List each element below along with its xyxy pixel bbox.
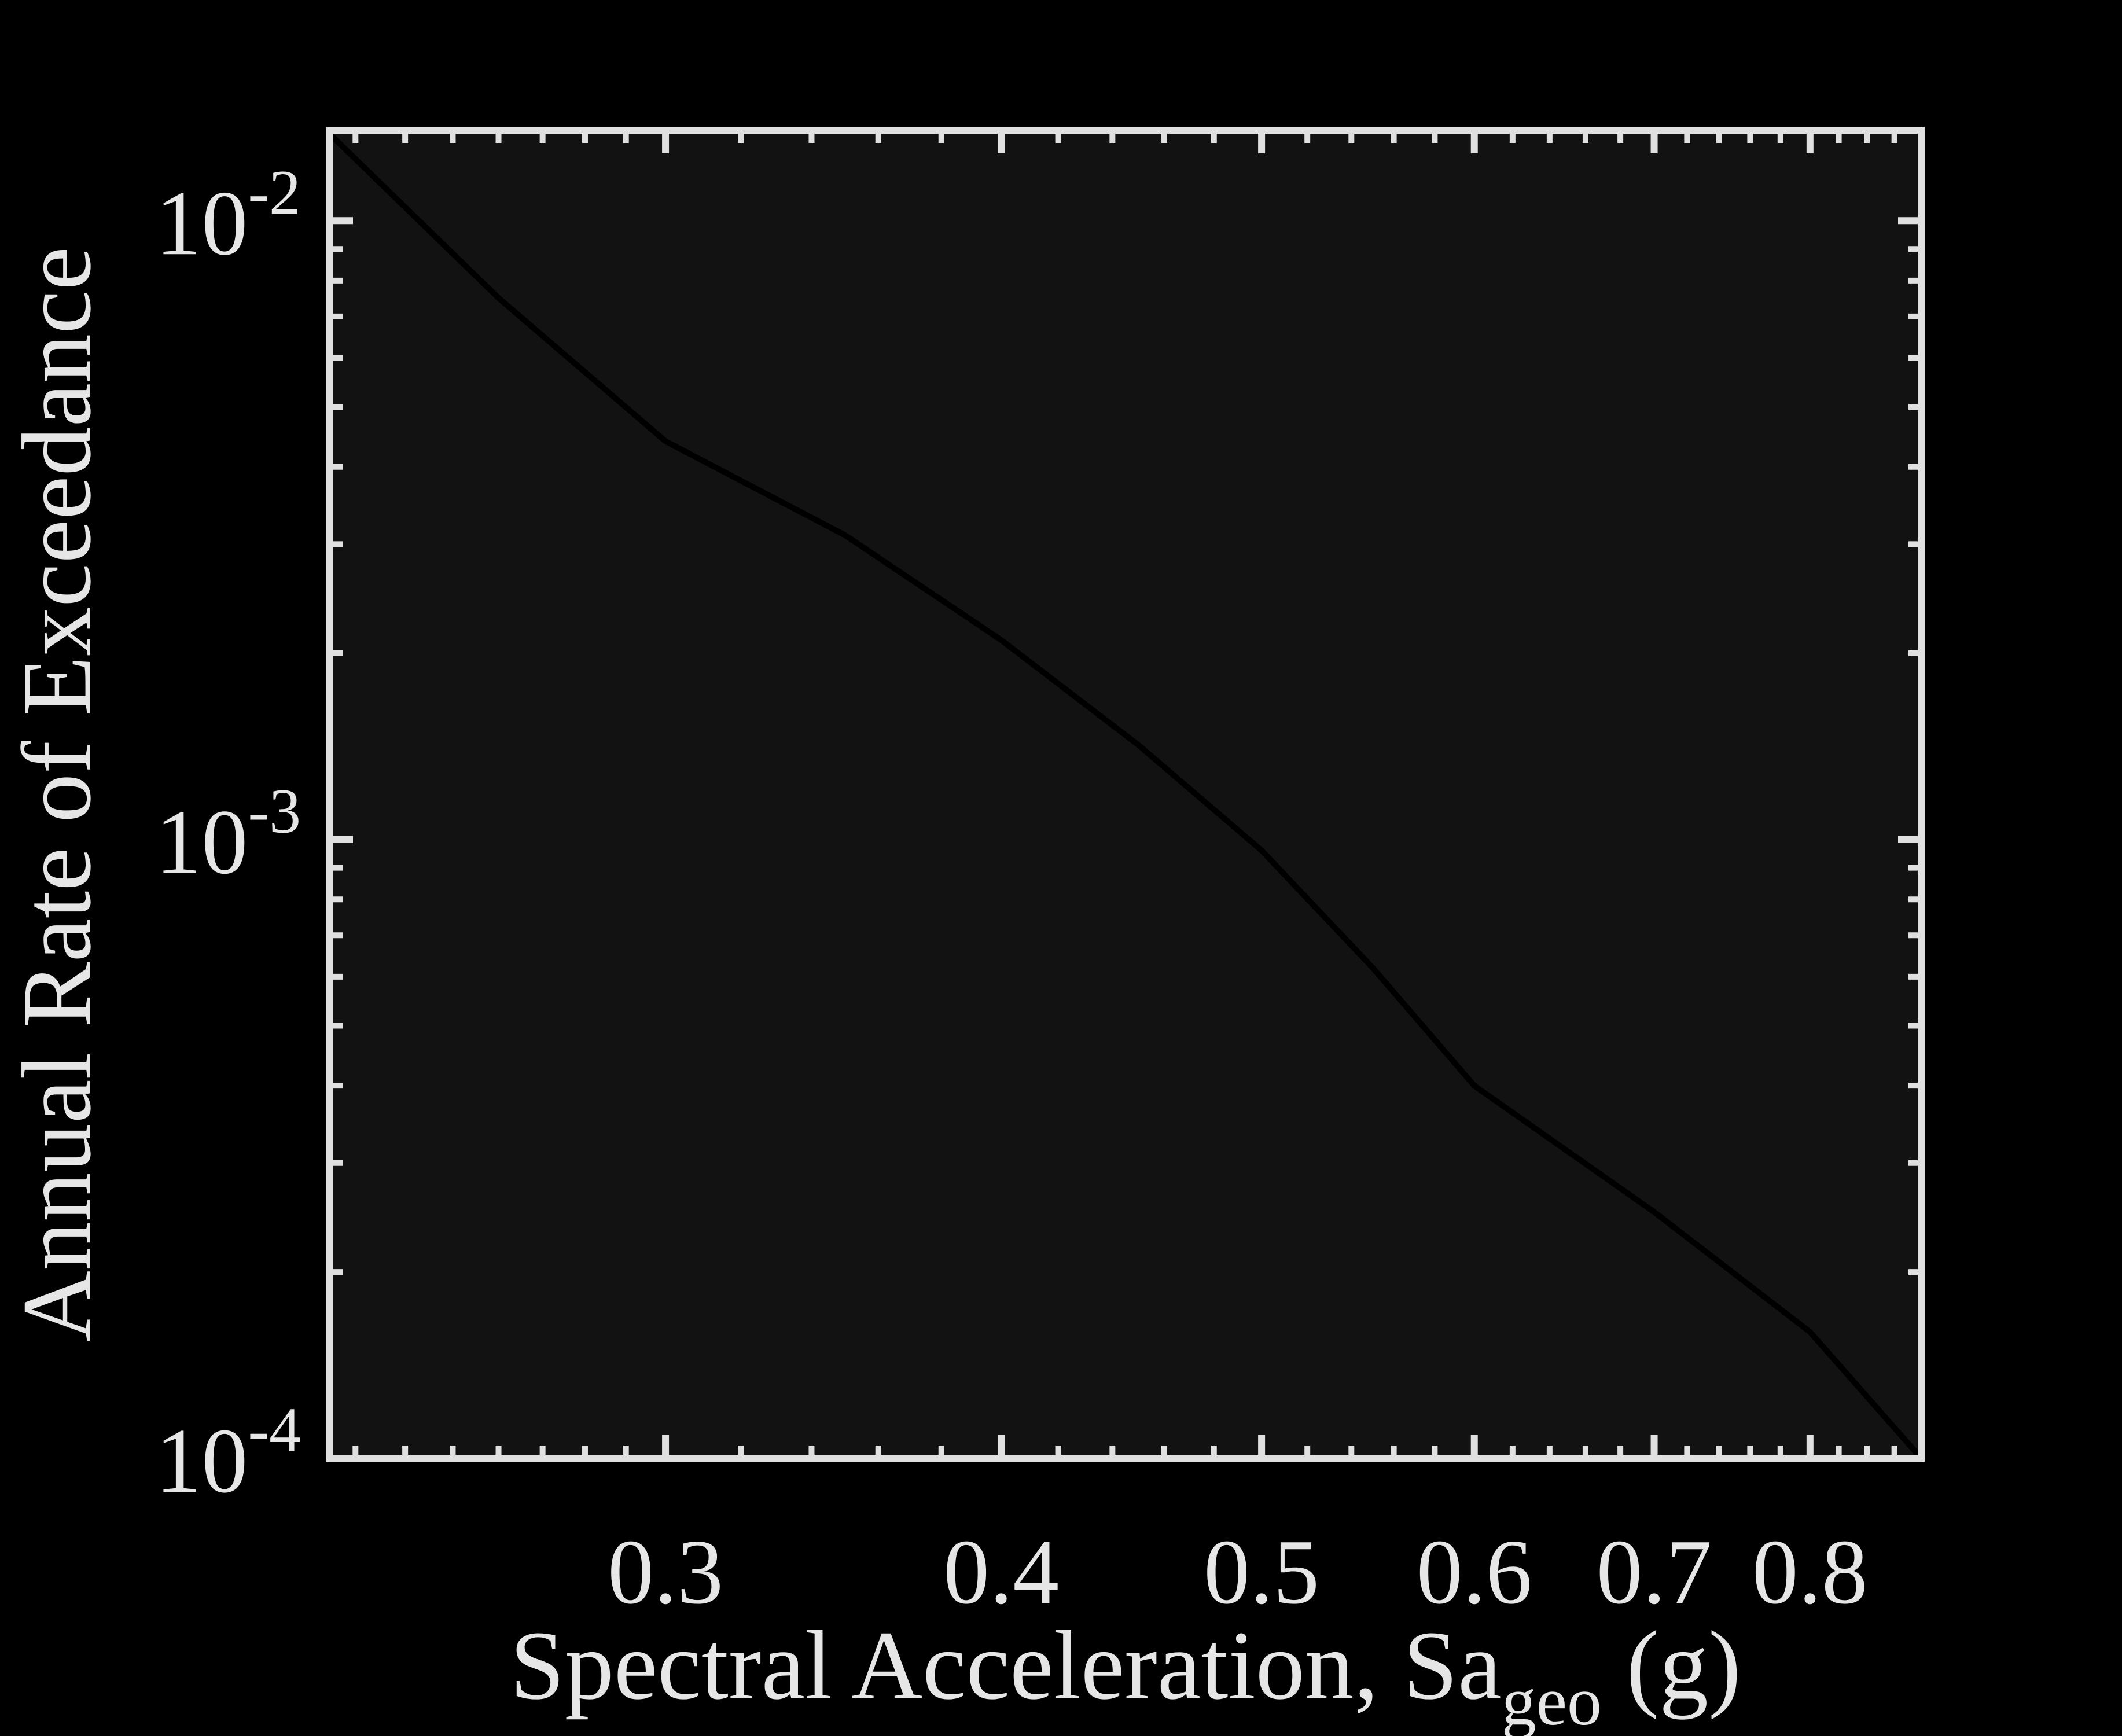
- plot-area: [330, 130, 1921, 1458]
- x-tick-label: 0.4: [943, 1520, 1059, 1623]
- y-tick-label-base: 10: [155, 790, 248, 893]
- x-tick-label: 0.8: [1752, 1520, 1868, 1623]
- x-tick-label: 0.5: [1204, 1520, 1319, 1623]
- plot-frame: [326, 127, 1925, 1462]
- x-tick-label: 0.6: [1417, 1520, 1532, 1623]
- y-tick-label-exponent: -3: [248, 776, 301, 847]
- y-tick-label-base: 10: [155, 1409, 248, 1512]
- y-tick-label-base: 10: [155, 171, 248, 274]
- y-tick-labels: 10-410-310-2: [155, 157, 301, 1512]
- y-tick-label: 10-2: [155, 157, 301, 274]
- x-axis-label: Spectral Acceleration, Sageo (g): [510, 1611, 1741, 1736]
- x-axis-label-suffix: (g): [1602, 1611, 1741, 1720]
- y-tick-label: 10-3: [155, 776, 301, 893]
- y-axis-label: Annual Rate of Exceedance: [2, 247, 111, 1342]
- y-tick-label: 10-4: [155, 1395, 301, 1512]
- y-tick-label-exponent: -4: [248, 1395, 301, 1465]
- x-tick-labels: 0.3 0.4 0.5 0.6 0.7 0.8: [608, 1520, 1868, 1623]
- x-axis-label-subscript: geo: [1502, 1663, 1602, 1736]
- x-tick-label: 0.3: [608, 1520, 723, 1623]
- x-axis-label-main: Spectral Acceleration, Sa: [510, 1611, 1501, 1720]
- y-tick-label-exponent: -2: [248, 157, 301, 227]
- hazard-curve-line: [328, 132, 1924, 1461]
- x-tick-label: 0.7: [1597, 1520, 1712, 1623]
